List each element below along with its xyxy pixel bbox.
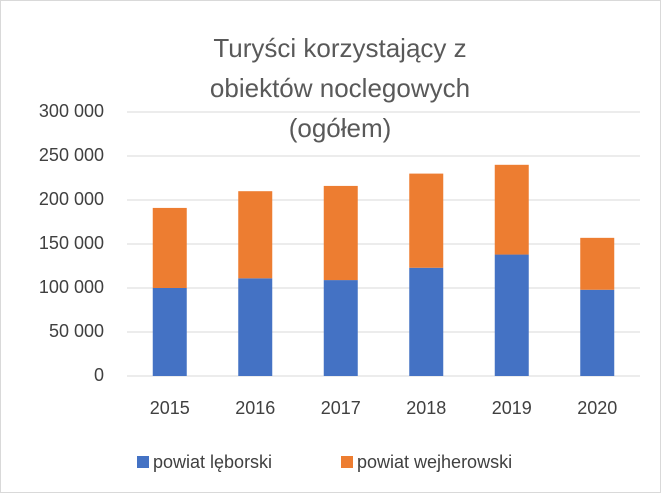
x-tick-label: 2015 <box>150 398 190 418</box>
legend-swatch <box>137 456 149 468</box>
x-tick-label: 2019 <box>492 398 532 418</box>
legend-label: powiat wejherowski <box>357 452 512 472</box>
y-tick-label: 100 000 <box>39 277 104 297</box>
chart-title: Turyści korzystający z obiektów noclegow… <box>209 33 471 143</box>
bar-segment <box>409 173 444 268</box>
bar-segment <box>494 164 529 255</box>
bar-segment <box>238 278 273 376</box>
y-tick-label: 250 000 <box>39 145 104 165</box>
y-tick-label: 50 000 <box>49 321 104 341</box>
x-tick-label: 2018 <box>406 398 446 418</box>
bar-segment <box>152 288 187 376</box>
y-tick-label: 0 <box>94 365 104 385</box>
bar-segment <box>323 280 358 376</box>
legend-swatch <box>341 456 353 468</box>
bar-segment <box>409 267 444 376</box>
y-tick-label: 200 000 <box>39 189 104 209</box>
x-tick-label: 2016 <box>235 398 275 418</box>
bar-segment <box>152 207 187 288</box>
bar-segment <box>580 289 615 376</box>
bar-segment <box>494 254 529 376</box>
bar-segment <box>323 185 358 281</box>
bar-segment <box>580 237 615 290</box>
x-tick-label: 2017 <box>321 398 361 418</box>
y-tick-label: 300 000 <box>39 101 104 121</box>
y-tick-label: 150 000 <box>39 233 104 253</box>
x-tick-label: 2020 <box>577 398 617 418</box>
bar-segment <box>238 191 273 279</box>
legend-label: powiat lęborski <box>153 452 272 472</box>
